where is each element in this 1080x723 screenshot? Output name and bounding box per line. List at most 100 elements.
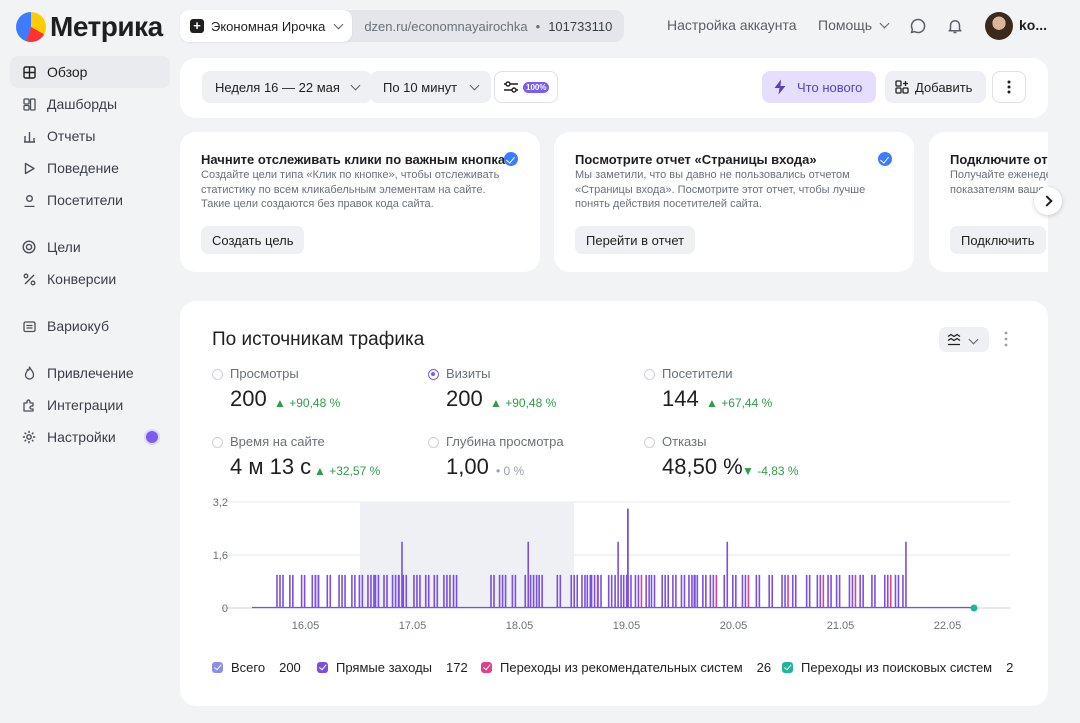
period-select[interactable]: Неделя 16 — 22 мая [202, 71, 372, 103]
chart-bar [317, 574, 320, 608]
chart-bar [808, 574, 811, 608]
legend-item-search[interactable]: Переходы из поисковых систем 2 [782, 659, 1013, 675]
chart-bar [504, 574, 507, 608]
chart-bar [358, 574, 361, 608]
metric-radio[interactable] [428, 369, 439, 380]
sampling-button[interactable]: 100% [494, 71, 559, 103]
help-menu[interactable]: Помощь [818, 17, 890, 33]
chart-bar [726, 541, 729, 608]
chart-bar [303, 574, 306, 608]
sidebar-item-reports[interactable]: Отчеты [10, 120, 170, 152]
chart-bar [374, 574, 377, 608]
metric-visitors[interactable]: Посетители 144 ▲ +67,44 % [644, 366, 844, 416]
x-tick-label: 21.05 [827, 620, 855, 632]
sidebar-item-conversions[interactable]: Конверсии [10, 263, 170, 295]
legend-checkbox[interactable] [212, 661, 223, 673]
sidebar-item-behavior[interactable]: Поведение [10, 152, 170, 184]
sidebar-item-goals[interactable]: Цели [10, 231, 170, 263]
legend-item-recommendations[interactable]: Переходы из рекомендательных систем 26 [481, 659, 771, 675]
logo[interactable]: Метрика [16, 11, 163, 43]
avatar[interactable] [985, 12, 1013, 40]
chart-bar [755, 574, 758, 608]
chart-bar [889, 574, 892, 608]
legend-checkbox[interactable] [782, 661, 793, 673]
metric-radio[interactable] [212, 437, 223, 448]
whats-new-label: Что нового [797, 79, 863, 95]
connect-button[interactable]: Подключить [950, 226, 1046, 254]
username[interactable]: ko... [1019, 17, 1048, 33]
metric-radio[interactable] [644, 437, 655, 448]
chart-bar [816, 574, 819, 608]
sidebar-item-label: Отчеты [47, 128, 96, 144]
chart-bar [768, 574, 770, 608]
sidebar: Обзор Дашборды Отчеты Поведение Посетите… [10, 56, 170, 453]
chart-bar [354, 574, 356, 608]
legend-checkbox[interactable] [317, 661, 328, 673]
counter-url[interactable]: dzen.ru/economnayairochka [364, 18, 528, 34]
series-end-point [970, 604, 978, 612]
chart-bar [617, 541, 619, 608]
bell-icon[interactable] [946, 17, 964, 35]
metric-radio[interactable] [428, 437, 439, 448]
chart-bar [667, 574, 669, 608]
granularity-select[interactable]: По 10 минут [370, 71, 492, 103]
metric-radio[interactable] [212, 369, 223, 380]
chart-bar [455, 574, 458, 608]
chart-type-toggle[interactable] [939, 327, 989, 352]
lightning-icon [774, 79, 786, 95]
chat-icon[interactable] [909, 17, 927, 35]
metric-visits[interactable]: Визиты 200 ▲ +90,48 % [428, 366, 628, 416]
chart-bar [680, 574, 683, 608]
chart-bar [784, 574, 786, 608]
more-vertical-icon[interactable] [1004, 331, 1008, 347]
legend-item-total[interactable]: Всего 200 [212, 659, 301, 675]
chart-bar [862, 574, 864, 608]
panel-title: По источникам трафика [212, 329, 425, 350]
chart-bar [600, 574, 602, 608]
chart-bar [584, 574, 586, 608]
sidebar-item-integrations[interactable]: Интеграции [10, 389, 170, 421]
chart-bar [691, 574, 693, 608]
y-tick-label: 1,6 [213, 550, 228, 562]
sidebar-item-label: Привлечение [47, 365, 134, 381]
sidebar-item-overview[interactable]: Обзор [10, 56, 170, 88]
chart-bar [538, 574, 540, 608]
chart-bar [744, 574, 747, 608]
chart-bar [292, 574, 294, 608]
metric-label: Отказы [662, 434, 707, 449]
metric-page-depth[interactable]: Глубина просмотра 1,00 • 0 % [428, 434, 628, 484]
chart-bar [634, 574, 637, 608]
gear-icon [22, 430, 36, 444]
chart-bar [576, 574, 579, 608]
sidebar-item-label: Вариокуб [47, 318, 109, 334]
legend-item-direct[interactable]: Прямые заходы 172 [317, 659, 468, 675]
chart-bar [622, 574, 625, 608]
account-settings-link[interactable]: Настройка аккаунта [667, 17, 797, 33]
metric-label: Просмотры [230, 366, 299, 381]
sidebar-item-acquisition[interactable]: Привлечение [10, 357, 170, 389]
next-card-arrow[interactable] [1034, 187, 1062, 215]
metric-delta: ▼ -4,83 % [742, 464, 799, 478]
sidebar-item-variocube[interactable]: Вариокуб [10, 310, 170, 342]
sidebar-item-visitors[interactable]: Посетители [10, 184, 170, 216]
metric-radio[interactable] [644, 369, 655, 380]
sidebar-item-settings[interactable]: Настройки [10, 421, 170, 453]
add-widget-button[interactable]: Добавить [885, 71, 987, 103]
more-options-button[interactable] [992, 71, 1026, 103]
legend-checkbox[interactable] [481, 661, 492, 673]
create-goal-button[interactable]: Создать цель [201, 226, 305, 254]
metric-bounce-rate[interactable]: Отказы 48,50 % ▼ -4,83 % [644, 434, 844, 484]
sidebar-item-dashboards[interactable]: Дашборды [10, 88, 170, 120]
metric-pageviews[interactable]: Просмотры 200 ▲ +90,48 % [212, 366, 412, 416]
chart-bar [781, 574, 783, 608]
chevron-down-icon [333, 19, 344, 29]
help-label: Помощь [818, 17, 873, 33]
chart-bar [329, 574, 332, 608]
go-to-report-button[interactable]: Перейти в отчет [575, 226, 696, 254]
metric-time-on-site[interactable]: Время на сайте 4 м 13 с ▲ +32,57 % [212, 434, 412, 484]
metric-delta: ▲ +32,57 % [314, 464, 381, 478]
counter-dropdown[interactable]: + Экономная Ирочка [180, 10, 353, 42]
whats-new-button[interactable]: Что нового [762, 71, 877, 103]
counter-selector: + Экономная Ирочка dzen.ru/economnayairo… [180, 10, 624, 42]
traffic-chart[interactable]: 3,2 1,6 0 16.05 17.05 18.05 19.05 20.05 21.05 22… [0, 490, 1080, 640]
